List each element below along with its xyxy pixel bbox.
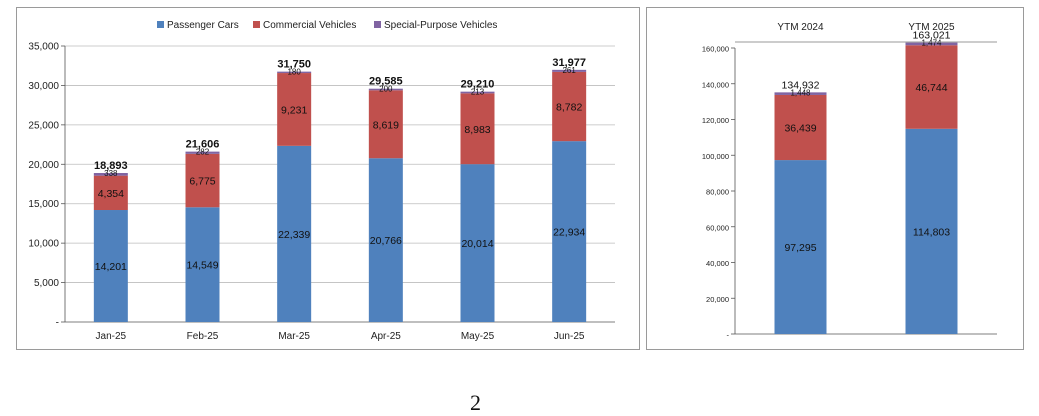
bar-total-label: 18,893 <box>94 160 128 172</box>
bar-segment <box>552 69 587 72</box>
bar-segment <box>552 141 587 322</box>
y-tick-label: 10,000 <box>28 239 59 250</box>
x-tick-label: Jan-25 <box>96 331 127 342</box>
y-tick-label: 30,000 <box>28 81 59 92</box>
bar-value-label: 114,803 <box>913 226 950 238</box>
bar-value-label: 22,339 <box>278 229 310 241</box>
y-tick-label: 140,000 <box>702 80 729 89</box>
bar-total-label: 31,977 <box>552 57 586 69</box>
bar-value-label: 8,983 <box>464 124 490 136</box>
y-tick-label: 25,000 <box>28 120 59 131</box>
ytm-sales-chart: - 20,000 40,000 60,000 80,000 100,000 120,000 1… <box>702 22 997 340</box>
legend-label: Commercial Vehicles <box>263 20 356 31</box>
bar-value-label: 261 <box>562 66 576 75</box>
bar-value-label: 20,014 <box>461 238 493 250</box>
bar-total-label: 29,585 <box>369 76 403 88</box>
bar-segment <box>368 90 403 159</box>
bar-segment <box>460 164 495 322</box>
bar-value-label: 14,549 <box>186 260 218 272</box>
y-tick-label: 15,000 <box>28 199 59 210</box>
y-tick-label: 60,000 <box>706 223 729 232</box>
bar-segment <box>905 42 958 46</box>
y-tick-label: 120,000 <box>702 116 729 125</box>
bar-value-label: 22,934 <box>553 227 585 239</box>
bar-segment <box>93 210 128 322</box>
monthly-sales-chart: - 5,000 10,000 15,000 20,000 25,000 30,000 35,0… <box>28 20 615 342</box>
legend-label: Passenger Cars <box>167 20 239 31</box>
bar-value-label: 180 <box>287 68 301 77</box>
y-tick-label: 20,000 <box>28 160 59 171</box>
bar-segment <box>905 45 958 129</box>
bar-value-label: 213 <box>471 88 485 97</box>
bar-segment <box>552 71 587 142</box>
bar-segment <box>774 94 827 161</box>
bar-segment <box>185 153 220 208</box>
bar-segment <box>185 151 220 154</box>
bar-segment <box>905 128 958 334</box>
bar-value-label: 36,439 <box>784 123 816 135</box>
bar-segment <box>460 93 495 165</box>
page-number: 2 <box>470 390 481 415</box>
x-tick-label: Feb-25 <box>187 331 219 342</box>
y-tick-label: - <box>727 331 730 340</box>
bar-segment <box>93 175 128 211</box>
bar-value-label: 8,619 <box>373 119 399 131</box>
bar-value-label: 8,782 <box>556 102 582 114</box>
legend-swatch <box>157 21 164 28</box>
legend-swatch <box>253 21 260 28</box>
bar-total-label: 134,932 <box>782 79 820 91</box>
x-tick-label: Jun-25 <box>554 331 585 342</box>
bar-value-label: 97,295 <box>784 242 816 254</box>
bar-segment <box>277 145 312 322</box>
bar-value-label: 6,775 <box>189 176 215 188</box>
y-tick-label: 20,000 <box>706 295 729 304</box>
bar-segment <box>185 207 220 322</box>
monthly-sales-chart-panel: - 5,000 10,000 15,000 20,000 25,000 30,000 35,0… <box>16 7 640 350</box>
y-tick-label: 100,000 <box>702 152 729 161</box>
bar-total-label: 31,750 <box>277 59 311 71</box>
bar-value-label: 9,231 <box>281 104 307 116</box>
legend-swatch <box>374 21 381 28</box>
bar-value-label: 200 <box>379 85 393 94</box>
legend-label: Special-Purpose Vehicles <box>384 20 497 31</box>
category-header: YTM 2025 <box>908 22 955 33</box>
bar-total-label: 163,021 <box>913 30 951 42</box>
x-tick-label: May-25 <box>461 331 495 342</box>
y-tick-label: 5,000 <box>34 278 59 289</box>
bar-total-label: 29,210 <box>461 79 495 91</box>
bar-value-label: 4,354 <box>98 188 124 200</box>
x-tick-label: Apr-25 <box>371 331 401 342</box>
bar-value-label: 14,201 <box>95 261 127 273</box>
y-tick-label: 80,000 <box>706 188 729 197</box>
bar-segment <box>774 92 827 95</box>
bar-value-label: 46,744 <box>915 82 947 94</box>
y-tick-label: 40,000 <box>706 259 729 268</box>
bar-total-label: 21,606 <box>186 139 220 151</box>
bar-segment <box>368 158 403 322</box>
y-tick-label: 35,000 <box>28 42 59 53</box>
bar-value-label: 20,766 <box>370 235 402 247</box>
bar-value-label: 282 <box>196 148 210 157</box>
bar-segment <box>460 91 495 94</box>
bar-value-label: 1,474 <box>921 39 942 48</box>
bar-segment <box>93 173 128 176</box>
x-tick-label: Mar-25 <box>278 331 310 342</box>
y-tick-label: 160,000 <box>702 45 729 54</box>
bar-value-label: 338 <box>104 169 118 178</box>
bar-segment <box>277 71 312 74</box>
y-tick-label: - <box>56 318 59 329</box>
bar-segment <box>368 88 403 91</box>
bar-segment <box>774 160 827 334</box>
bar-value-label: 1,448 <box>790 88 811 97</box>
ytm-sales-chart-panel: - 20,000 40,000 60,000 80,000 100,000 120,000 1… <box>646 7 1024 350</box>
bar-segment <box>277 73 312 146</box>
category-header: YTM 2024 <box>777 22 824 33</box>
